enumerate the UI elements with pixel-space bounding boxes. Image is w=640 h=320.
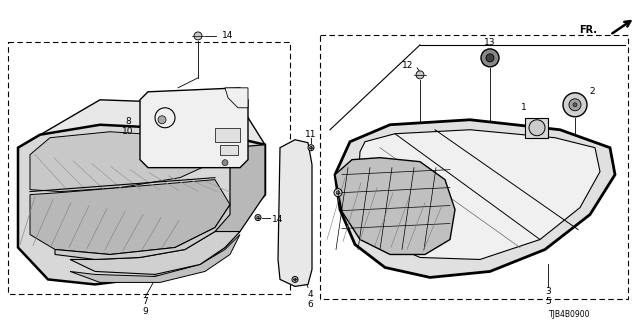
Polygon shape [18, 125, 265, 284]
Polygon shape [18, 100, 265, 175]
Polygon shape [210, 145, 265, 254]
Polygon shape [335, 120, 615, 277]
Circle shape [308, 145, 314, 151]
Circle shape [222, 160, 228, 166]
Circle shape [255, 215, 261, 220]
Circle shape [416, 71, 424, 79]
Polygon shape [225, 88, 248, 108]
Text: 2: 2 [589, 87, 595, 96]
Text: 7: 7 [142, 297, 148, 306]
Text: 12: 12 [403, 61, 413, 70]
Polygon shape [30, 180, 230, 254]
Polygon shape [55, 204, 230, 260]
Circle shape [336, 191, 340, 195]
Text: 6: 6 [307, 300, 313, 309]
Text: FR.: FR. [579, 25, 597, 35]
Text: 9: 9 [142, 307, 148, 316]
Polygon shape [525, 118, 548, 138]
Circle shape [194, 32, 202, 40]
Text: TJB4B0900: TJB4B0900 [549, 310, 591, 319]
Polygon shape [335, 158, 455, 254]
Polygon shape [220, 145, 238, 155]
Polygon shape [70, 232, 240, 275]
Circle shape [294, 278, 296, 281]
Text: 8: 8 [125, 117, 131, 126]
Circle shape [486, 54, 494, 62]
Text: 14: 14 [272, 215, 284, 224]
Circle shape [569, 99, 581, 111]
Polygon shape [140, 88, 248, 168]
Text: 4: 4 [307, 290, 313, 299]
Text: 5: 5 [545, 297, 551, 306]
Text: 10: 10 [122, 127, 134, 136]
Text: 11: 11 [305, 130, 317, 139]
Circle shape [292, 276, 298, 283]
Circle shape [563, 93, 587, 117]
Circle shape [158, 116, 166, 124]
Circle shape [481, 49, 499, 67]
Polygon shape [30, 132, 230, 192]
Text: 14: 14 [222, 31, 234, 40]
Polygon shape [215, 128, 240, 142]
Text: 3: 3 [545, 287, 551, 296]
Polygon shape [70, 235, 240, 283]
Circle shape [529, 120, 545, 136]
Text: 13: 13 [484, 38, 496, 47]
Polygon shape [358, 130, 600, 260]
Circle shape [257, 216, 259, 219]
Circle shape [573, 103, 577, 107]
Text: 1: 1 [521, 103, 527, 112]
Polygon shape [278, 140, 312, 286]
Circle shape [310, 146, 312, 149]
Circle shape [334, 188, 342, 196]
